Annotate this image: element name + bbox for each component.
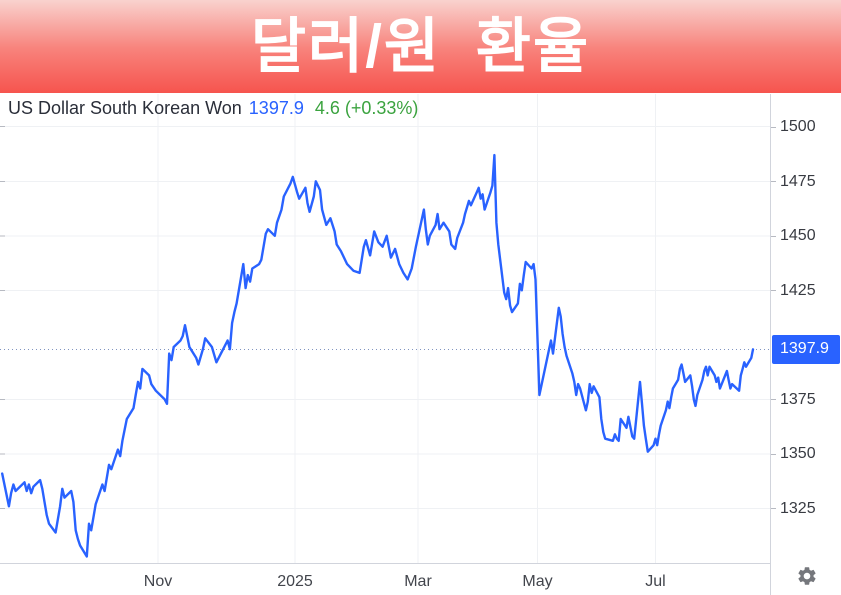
x-axis-label: Jul <box>645 573 666 590</box>
x-axis-label: 2025 <box>277 573 313 590</box>
x-axis-label: May <box>522 573 553 590</box>
y-axis-label: 1450 <box>780 227 816 245</box>
y-axis-tick <box>771 508 776 509</box>
plot-area[interactable] <box>0 94 770 563</box>
y-axis-label: 1425 <box>780 281 816 299</box>
price-line-chart <box>0 94 770 563</box>
y-axis-label: 1325 <box>780 499 816 517</box>
x-axis-label: Nov <box>143 573 173 590</box>
y-axis-label: 1500 <box>780 118 816 136</box>
x-axis-label: Mar <box>404 573 432 590</box>
y-axis-tick <box>771 399 776 400</box>
y-axis-tick <box>771 181 776 182</box>
y-axis-label: 1475 <box>780 172 816 190</box>
y-axis-tick <box>771 236 776 237</box>
symbol-name: US Dollar South Korean Won <box>8 98 242 118</box>
current-price-label: 1397.9 <box>772 334 840 364</box>
price-scale[interactable]: 1397.9 1500 1475 1450 1425 1375 1350 1325 <box>770 94 841 595</box>
y-axis-tick <box>771 290 776 291</box>
settings-gear-icon[interactable] <box>796 565 818 587</box>
chart-legend: US Dollar South Korean Won 1397.9 4.6 (+0.… <box>8 98 418 119</box>
banner: 달러/원 환율 <box>0 0 841 93</box>
y-axis-label: 1375 <box>780 390 816 408</box>
y-axis-tick <box>771 127 776 128</box>
y-axis-label: 1350 <box>780 445 816 463</box>
banner-title: 달러/원 환율 <box>250 13 591 80</box>
y-axis-tick <box>771 454 776 455</box>
last-price-value: 1397.9 <box>248 98 304 118</box>
gear-icon <box>798 567 816 585</box>
time-scale[interactable]: Nov 2025 Mar May Jul <box>0 563 770 595</box>
price-change: 4.6 (+0.33%) <box>314 98 419 118</box>
